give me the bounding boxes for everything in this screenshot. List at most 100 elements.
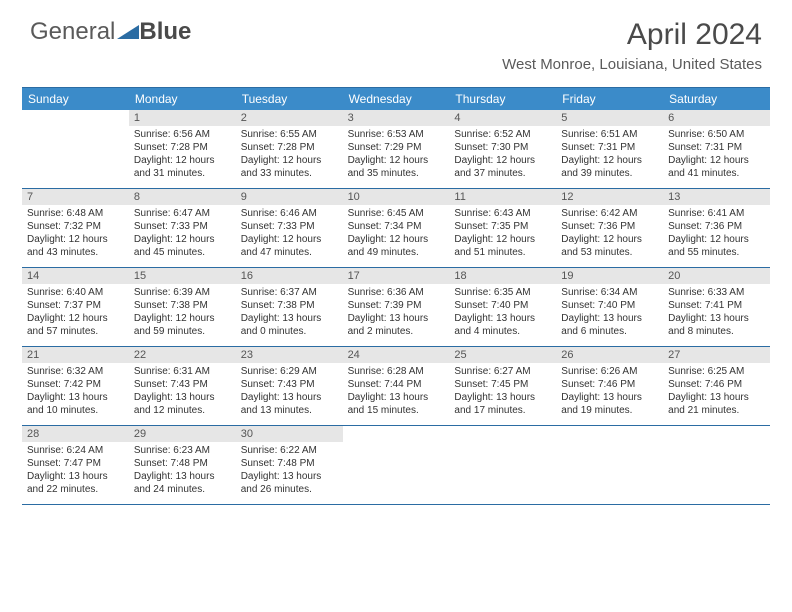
calendar-cell: 16Sunrise: 6:37 AMSunset: 7:38 PMDayligh… [236,268,343,346]
sunset-line: Sunset: 7:39 PM [348,299,445,312]
daylight-line: Daylight: 12 hours and 57 minutes. [27,312,124,338]
day-number: 26 [556,347,663,363]
day-info: Sunrise: 6:48 AMSunset: 7:32 PMDaylight:… [22,205,129,263]
calendar-cell: 19Sunrise: 6:34 AMSunset: 7:40 PMDayligh… [556,268,663,346]
sunrise-line: Sunrise: 6:53 AM [348,128,445,141]
sunrise-line: Sunrise: 6:37 AM [241,286,338,299]
daylight-line: Daylight: 13 hours and 21 minutes. [668,391,765,417]
day-info: Sunrise: 6:24 AMSunset: 7:47 PMDaylight:… [22,442,129,500]
sunrise-line: Sunrise: 6:48 AM [27,207,124,220]
calendar-cell: 4Sunrise: 6:52 AMSunset: 7:30 PMDaylight… [449,110,556,188]
calendar-cell [22,110,129,188]
sunrise-line: Sunrise: 6:52 AM [454,128,551,141]
calendar-cell: 12Sunrise: 6:42 AMSunset: 7:36 PMDayligh… [556,189,663,267]
sunrise-line: Sunrise: 6:43 AM [454,207,551,220]
day-info: Sunrise: 6:40 AMSunset: 7:37 PMDaylight:… [22,284,129,342]
day-number: 21 [22,347,129,363]
daylight-line: Daylight: 12 hours and 35 minutes. [348,154,445,180]
daylight-line: Daylight: 12 hours and 31 minutes. [134,154,231,180]
sunrise-line: Sunrise: 6:27 AM [454,365,551,378]
day-info: Sunrise: 6:45 AMSunset: 7:34 PMDaylight:… [343,205,450,263]
day-info: Sunrise: 6:53 AMSunset: 7:29 PMDaylight:… [343,126,450,184]
day-number: 18 [449,268,556,284]
sunset-line: Sunset: 7:41 PM [668,299,765,312]
logo: GeneralBlue [30,18,191,46]
daylight-line: Daylight: 13 hours and 17 minutes. [454,391,551,417]
day-number: 1 [129,110,236,126]
sunset-line: Sunset: 7:28 PM [241,141,338,154]
sunset-line: Sunset: 7:28 PM [134,141,231,154]
day-info: Sunrise: 6:37 AMSunset: 7:38 PMDaylight:… [236,284,343,342]
sunrise-line: Sunrise: 6:41 AM [668,207,765,220]
sunrise-line: Sunrise: 6:40 AM [27,286,124,299]
day-header-cell: Monday [129,88,236,110]
day-info: Sunrise: 6:36 AMSunset: 7:39 PMDaylight:… [343,284,450,342]
calendar-cell: 14Sunrise: 6:40 AMSunset: 7:37 PMDayligh… [22,268,129,346]
day-number: 28 [22,426,129,442]
sunrise-line: Sunrise: 6:55 AM [241,128,338,141]
sunrise-line: Sunrise: 6:50 AM [668,128,765,141]
day-number: 10 [343,189,450,205]
daylight-line: Daylight: 13 hours and 2 minutes. [348,312,445,338]
sunset-line: Sunset: 7:38 PM [241,299,338,312]
calendar-cell [556,426,663,504]
sunrise-line: Sunrise: 6:39 AM [134,286,231,299]
sunset-line: Sunset: 7:36 PM [668,220,765,233]
daylight-line: Daylight: 13 hours and 0 minutes. [241,312,338,338]
sunset-line: Sunset: 7:29 PM [348,141,445,154]
sunrise-line: Sunrise: 6:33 AM [668,286,765,299]
sunset-line: Sunset: 7:46 PM [668,378,765,391]
sunrise-line: Sunrise: 6:25 AM [668,365,765,378]
daylight-line: Daylight: 13 hours and 26 minutes. [241,470,338,496]
calendar-cell: 23Sunrise: 6:29 AMSunset: 7:43 PMDayligh… [236,347,343,425]
day-number: 24 [343,347,450,363]
day-number: 8 [129,189,236,205]
day-info: Sunrise: 6:32 AMSunset: 7:42 PMDaylight:… [22,363,129,421]
daylight-line: Daylight: 12 hours and 49 minutes. [348,233,445,259]
logo-triangle-icon [117,18,139,46]
sunrise-line: Sunrise: 6:47 AM [134,207,231,220]
day-header-cell: Wednesday [343,88,450,110]
calendar-cell: 21Sunrise: 6:32 AMSunset: 7:42 PMDayligh… [22,347,129,425]
calendar-cell: 15Sunrise: 6:39 AMSunset: 7:38 PMDayligh… [129,268,236,346]
calendar-cell: 29Sunrise: 6:23 AMSunset: 7:48 PMDayligh… [129,426,236,504]
calendar-cell [343,426,450,504]
calendar-cell: 8Sunrise: 6:47 AMSunset: 7:33 PMDaylight… [129,189,236,267]
day-number: 15 [129,268,236,284]
sunrise-line: Sunrise: 6:34 AM [561,286,658,299]
sunset-line: Sunset: 7:31 PM [561,141,658,154]
sunrise-line: Sunrise: 6:45 AM [348,207,445,220]
sunrise-line: Sunrise: 6:31 AM [134,365,231,378]
daylight-line: Daylight: 13 hours and 15 minutes. [348,391,445,417]
logo-text-1: General [30,18,115,46]
sunset-line: Sunset: 7:43 PM [241,378,338,391]
daylight-line: Daylight: 12 hours and 47 minutes. [241,233,338,259]
sunset-line: Sunset: 7:31 PM [668,141,765,154]
calendar-cell: 22Sunrise: 6:31 AMSunset: 7:43 PMDayligh… [129,347,236,425]
daylight-line: Daylight: 12 hours and 59 minutes. [134,312,231,338]
day-number: 6 [663,110,770,126]
sunset-line: Sunset: 7:44 PM [348,378,445,391]
calendar-cell: 3Sunrise: 6:53 AMSunset: 7:29 PMDaylight… [343,110,450,188]
calendar-cell: 30Sunrise: 6:22 AMSunset: 7:48 PMDayligh… [236,426,343,504]
daylight-line: Daylight: 13 hours and 10 minutes. [27,391,124,417]
daylight-line: Daylight: 13 hours and 6 minutes. [561,312,658,338]
daylight-line: Daylight: 13 hours and 24 minutes. [134,470,231,496]
daylight-line: Daylight: 13 hours and 22 minutes. [27,470,124,496]
sunrise-line: Sunrise: 6:51 AM [561,128,658,141]
day-info: Sunrise: 6:31 AMSunset: 7:43 PMDaylight:… [129,363,236,421]
day-header-cell: Sunday [22,88,129,110]
sunrise-line: Sunrise: 6:32 AM [27,365,124,378]
sunrise-line: Sunrise: 6:23 AM [134,444,231,457]
sunset-line: Sunset: 7:47 PM [27,457,124,470]
calendar-cell: 18Sunrise: 6:35 AMSunset: 7:40 PMDayligh… [449,268,556,346]
day-info: Sunrise: 6:43 AMSunset: 7:35 PMDaylight:… [449,205,556,263]
day-info: Sunrise: 6:51 AMSunset: 7:31 PMDaylight:… [556,126,663,184]
calendar-cell: 5Sunrise: 6:51 AMSunset: 7:31 PMDaylight… [556,110,663,188]
day-number: 27 [663,347,770,363]
sunset-line: Sunset: 7:32 PM [27,220,124,233]
day-info: Sunrise: 6:27 AMSunset: 7:45 PMDaylight:… [449,363,556,421]
calendar-cell: 17Sunrise: 6:36 AMSunset: 7:39 PMDayligh… [343,268,450,346]
day-number: 9 [236,189,343,205]
daylight-line: Daylight: 12 hours and 55 minutes. [668,233,765,259]
